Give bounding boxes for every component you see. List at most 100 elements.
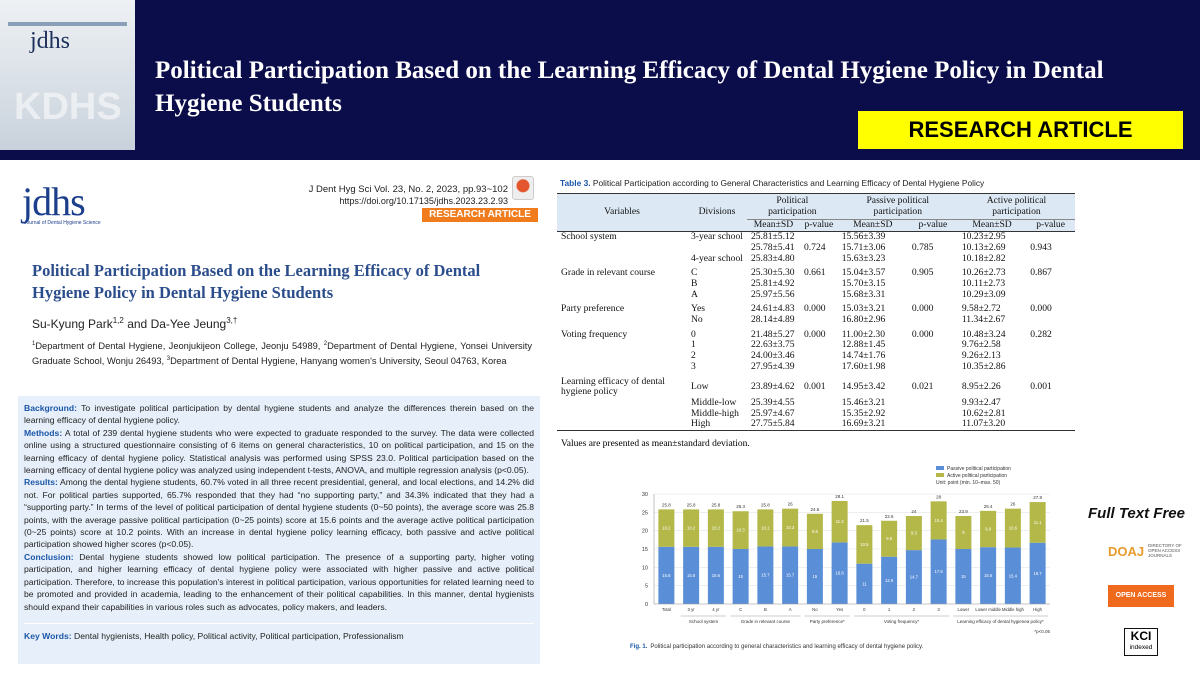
table-cell: 25.97±5.56 [750, 288, 795, 300]
table-row: Learning efficacy of dental hygiene poli… [557, 373, 1075, 398]
segment-label: 10.6 [1009, 526, 1018, 531]
table-cell: Middle-low [691, 396, 737, 408]
abstract-section: Methods: A total of 239 dental hygiene s… [24, 427, 534, 477]
table-cell: 3 [691, 360, 696, 372]
table-row: 1 22.63±3.75 12.88±1.45 9.76±2.58 [557, 340, 1075, 351]
table-cell: 0.000 [803, 328, 826, 340]
segment-label: 15 [961, 574, 966, 579]
bar-segment [980, 510, 997, 548]
table-cell: 0.000 [911, 303, 934, 315]
segment-label: 10.3 [737, 528, 746, 533]
segment-label: 11.3 [836, 519, 845, 524]
legend-swatch [936, 466, 944, 470]
table-frame: Variables Divisions Political participatio… [557, 193, 1075, 432]
author-joiner: and [127, 317, 148, 331]
table-cell: 15.68±3.31 [841, 288, 886, 300]
table-cell: 0.661 [803, 267, 826, 279]
table-cell: 14.95±3.42 [841, 380, 886, 392]
doaj-logo: DOAJ [1108, 544, 1145, 559]
table-cell: 27.95±4.39 [750, 360, 795, 372]
table-cell: 0.021 [911, 380, 934, 392]
table-cell [800, 398, 838, 409]
y-tick-label: 5 [645, 584, 648, 590]
header-cell: Variables [604, 206, 640, 218]
table-cell [557, 315, 687, 326]
table-cell: 10.23±2.95 [961, 231, 1006, 243]
header-row: Variables Divisions Political participatio… [557, 194, 1075, 221]
x-tick-label: Yes [836, 607, 843, 612]
table-cell [908, 290, 958, 301]
bar-segment [683, 509, 700, 547]
bar-segment [856, 525, 873, 564]
table-cell: 24.00±3.46 [750, 350, 795, 362]
table-row: 2 24.00±3.46 14.74±1.76 9.26±2.13 [557, 350, 1075, 362]
table-cell [800, 315, 838, 326]
table-cell: Grade in relevant course [561, 267, 656, 279]
table-cell: 25.83±4.80 [750, 252, 795, 264]
x-tick-label: C [739, 607, 742, 612]
table-cell [908, 419, 958, 430]
segment-label: 14.7 [910, 575, 919, 580]
y-tick-label: 20 [642, 529, 648, 535]
table-row: 3 27.95±4.39 17.60±1.98 10.35±2.86 [557, 360, 1075, 373]
x-tick-label: 4 yr [712, 607, 720, 612]
x-tick-label: 1 [888, 607, 891, 612]
table-cell: 8.95±2.26 [961, 380, 1001, 392]
table-row: Grade in relevant course C 25.30±5.30 0.661… [557, 264, 1075, 279]
cover-watermark: KDHS [14, 86, 122, 128]
table-cell: 0.000 [803, 303, 826, 315]
y-tick-label: 10 [642, 565, 648, 571]
table-cell: B [691, 277, 698, 289]
table-cell: 12.88±1.45 [841, 339, 886, 351]
table-cell: Voting frequency [561, 328, 628, 340]
author-sup: 3,† [226, 316, 238, 325]
table-cell: 25.97±4.67 [750, 407, 795, 419]
total-label: 28 [936, 494, 942, 499]
table-cell: 11.34±2.67 [961, 314, 1006, 326]
subheader-cell: p-value [918, 219, 948, 231]
paper-logo: jdhs [22, 179, 86, 224]
table-cell: 10.11±2.73 [961, 277, 1006, 289]
table-cell: 15.04±3.57 [841, 267, 886, 279]
segment-label: 15.7 [761, 573, 770, 578]
bar-segment [782, 546, 799, 604]
table-cell: Learning efficacy of dental hygiene poli… [561, 375, 665, 398]
abstract-text: Dental hygiene students showed low polit… [24, 551, 534, 612]
abstract-text: To investigate political participation b… [24, 403, 534, 426]
banner: jdhs KDHS Political Participation Based … [0, 0, 1200, 160]
table-cell: 3-year school [691, 231, 743, 243]
table-cell: 0.905 [911, 267, 934, 279]
table-cell [800, 290, 838, 301]
table-cell [1026, 315, 1075, 326]
bar-segment [806, 513, 823, 549]
bar-segment [782, 508, 799, 547]
legend-label: Passive political participation [947, 466, 1011, 472]
abstract-section: Results: Among the dental hygiene studen… [24, 476, 534, 550]
y-tick-label: 0 [645, 602, 648, 608]
banner-badge: RESEARCH ARTICLE [858, 111, 1183, 149]
group-label: Party preference* [810, 619, 845, 624]
table-cell [557, 409, 687, 420]
abstract-section: Background: To investigate political par… [24, 402, 534, 427]
paper-title: Political Participation Based on the Lea… [32, 261, 481, 302]
author-name: Su-Kyung Park [32, 317, 113, 331]
y-tick-label: 30 [642, 492, 648, 498]
group-label: School system [689, 619, 719, 624]
abstract-text: A total of 239 dental hygiene students w… [24, 427, 534, 476]
x-tick-label: High [1033, 607, 1042, 612]
keywords-label: Key Words: [24, 630, 72, 641]
table-cell: 15.70±3.15 [841, 277, 886, 289]
table-cell: 10.62±2.81 [961, 407, 1006, 419]
subheader-row: Mean±SD p-value Mean±SD p-value Mean±SD p-val… [557, 220, 1075, 232]
table-cell: C [691, 267, 698, 279]
table-cell [687, 243, 747, 254]
figure-chart: 05101520253015.610.225.8Total15.610.225.… [630, 466, 1050, 650]
segment-label: 9.3 [911, 531, 917, 536]
table-cell [800, 279, 838, 290]
total-label: 24 [911, 509, 917, 514]
table-cell [557, 279, 687, 290]
table-cell: 0.001 [803, 380, 826, 392]
table-cell: 11.07±3.20 [961, 418, 1006, 430]
segment-label: 9.8 [886, 536, 892, 541]
table-cell [800, 351, 838, 362]
